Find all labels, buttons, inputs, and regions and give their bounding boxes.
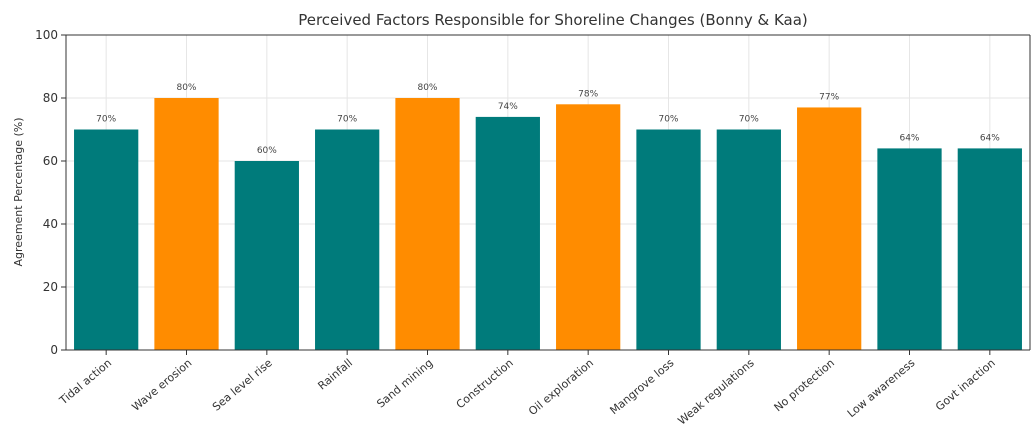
bars <box>74 98 1022 351</box>
bar <box>475 116 540 351</box>
bar <box>315 129 380 350</box>
x-tick-label: Mangrove loss <box>607 356 676 417</box>
data-label: 60% <box>257 146 277 156</box>
x-tick-label: Weak regulations <box>675 356 756 427</box>
data-label: 77% <box>819 92 839 102</box>
bar <box>716 129 781 350</box>
x-tick-label: Rainfall <box>315 356 355 392</box>
y-tick-label: 0 <box>50 343 58 357</box>
data-label: 80% <box>176 83 196 93</box>
x-tick-label: Wave erosion <box>129 356 194 414</box>
x-tick-label: Sand mining <box>374 356 435 410</box>
data-label: 70% <box>337 115 357 125</box>
bar <box>957 148 1022 350</box>
bar <box>556 104 621 350</box>
data-label: 74% <box>498 102 518 112</box>
data-label: 78% <box>578 89 598 99</box>
x-tick-label: Tidal action <box>56 356 114 407</box>
bar <box>797 107 862 350</box>
x-tick-label: Govt inaction <box>933 356 998 413</box>
chart-title: Perceived Factors Responsible for Shorel… <box>298 11 808 29</box>
x-tick-label: Oil exploration <box>526 356 596 418</box>
data-label: 70% <box>658 115 678 125</box>
bar <box>234 161 299 350</box>
y-axis-label: Agreement Percentage (%) <box>12 118 25 267</box>
y-tick-label: 60 <box>43 154 58 168</box>
data-label: 64% <box>980 133 1000 143</box>
bar <box>74 129 139 350</box>
y-tick-label: 100 <box>35 28 58 42</box>
x-tick-label: No protection <box>772 356 838 414</box>
data-label: 70% <box>739 115 759 125</box>
data-label: 80% <box>417 83 437 93</box>
data-label: 70% <box>96 115 116 125</box>
bar <box>636 129 701 350</box>
axes <box>61 34 1031 355</box>
y-tick-label: 80 <box>43 91 58 105</box>
x-tick-label: Sea level rise <box>210 356 275 413</box>
bar <box>877 148 942 350</box>
x-tick-label: Low awareness <box>845 356 918 420</box>
bar <box>154 98 219 350</box>
x-tick-label: Construction <box>454 356 516 411</box>
y-tick-label: 40 <box>43 217 58 231</box>
bar <box>395 98 460 350</box>
y-tick-label: 20 <box>43 280 58 294</box>
data-label: 64% <box>899 133 919 143</box>
